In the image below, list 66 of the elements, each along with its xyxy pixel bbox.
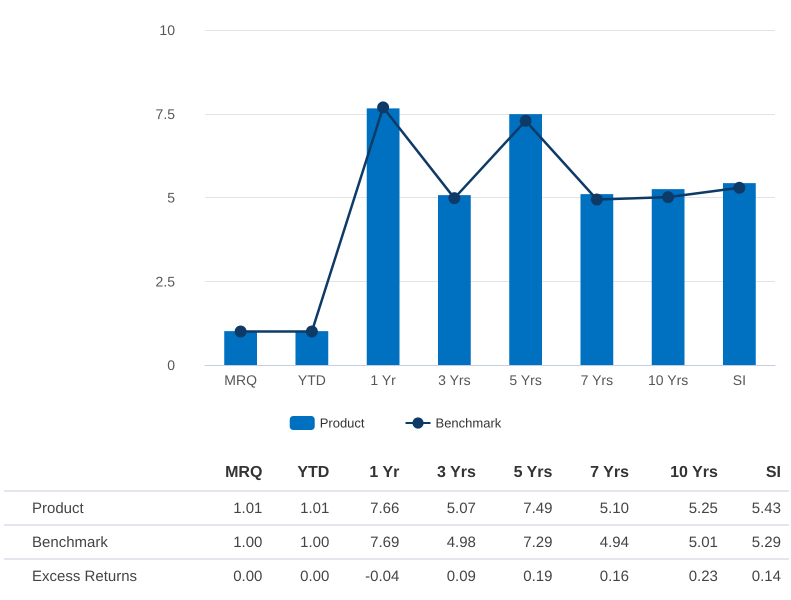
point (520, 114, 532, 127)
text: Product (32, 500, 84, 516)
bar (224, 331, 258, 365)
bar (652, 189, 685, 365)
point (306, 326, 318, 338)
category-label: 1 Yr (369, 464, 400, 480)
bar (438, 195, 471, 365)
point (234, 326, 247, 338)
legend-label: Product (320, 416, 365, 430)
category-label: 3 Yrs (437, 464, 476, 480)
data-label: 5.43 (750, 498, 782, 518)
data-label: 7.49 (522, 498, 554, 518)
data-label: 4.98 (446, 532, 477, 552)
data-label: 0.19 (522, 567, 554, 587)
data-label: 0.14 (750, 567, 782, 587)
category-label: SI (766, 464, 781, 480)
data-label: 5.10 (598, 498, 630, 518)
point (733, 182, 746, 194)
data-label: 4.94 (598, 532, 630, 552)
data-label: -0.04 (364, 567, 400, 587)
data-label: 5.25 (688, 498, 719, 518)
data-label: 7.29 (522, 532, 554, 552)
bar (722, 183, 756, 365)
data-label: 5.29 (750, 532, 782, 552)
x-tick-label: SI (732, 372, 746, 388)
x-tick-label: 10 Yrs (648, 372, 688, 388)
category-label: 10 Yrs (670, 464, 718, 480)
y-tick-label: 0 (167, 357, 176, 373)
y-tick-label: 7.5 (156, 106, 176, 122)
data-label: 5.07 (446, 498, 477, 518)
data-label: 5.01 (688, 532, 719, 552)
point (590, 194, 603, 206)
x-tick-label: MRQ (224, 372, 258, 388)
point (377, 101, 390, 114)
y-tick-label: 10 (159, 22, 176, 38)
text: Benchmark (32, 534, 108, 550)
data-label: 0.16 (598, 567, 630, 587)
bar (509, 114, 542, 365)
category-label: 5 Yrs (514, 464, 552, 480)
text: Excess Returns (31, 567, 138, 587)
legend-label: Benchmark (436, 416, 502, 430)
x-tick-label: 3 Yrs (438, 372, 471, 388)
data-label: 1.00 (299, 532, 330, 552)
category-label: YTD (297, 464, 330, 480)
data-label: 0.09 (446, 567, 477, 587)
data-label: 1.01 (232, 498, 264, 518)
data-label: 7.69 (369, 532, 400, 552)
x-tick-label: 5 Yrs (509, 372, 542, 388)
point (448, 192, 460, 204)
bar (366, 108, 400, 365)
data-label: 0.23 (688, 567, 719, 587)
y-tick-label: 5 (167, 190, 176, 206)
bar (580, 194, 614, 365)
bar (295, 331, 328, 365)
data-label: 0.00 (232, 567, 264, 587)
x-tick-label: 7 Yrs (580, 372, 614, 388)
category-label: MRQ (225, 464, 262, 480)
point (662, 191, 674, 204)
data-label: 0.00 (299, 567, 330, 587)
data-label: 1.00 (232, 532, 264, 552)
data-label: 7.66 (369, 498, 400, 518)
data-label: 1.01 (299, 498, 330, 518)
y-tick-label: 2.5 (156, 273, 176, 290)
x-tick-label: 1 Yr (370, 372, 396, 388)
x-tick-label: YTD (298, 372, 326, 388)
category-label: 7 Yrs (590, 464, 629, 480)
